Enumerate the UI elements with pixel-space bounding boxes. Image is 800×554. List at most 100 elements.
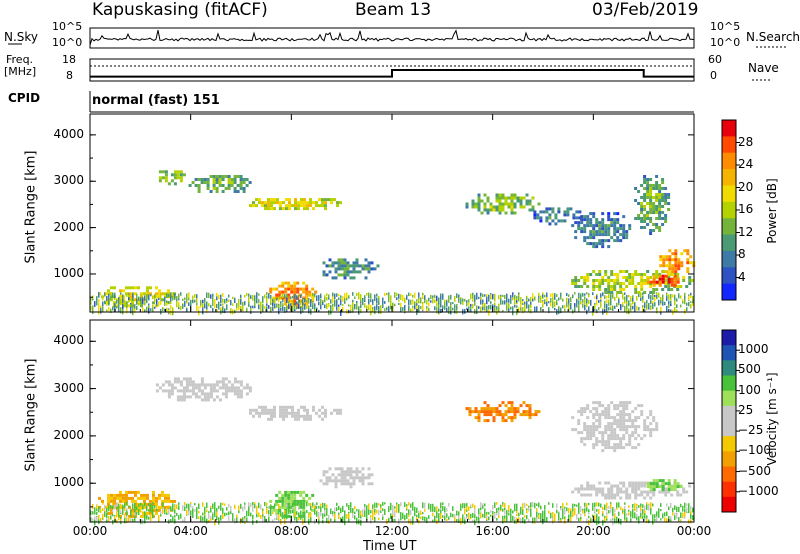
heatmap-cell xyxy=(246,510,248,517)
heatmap-cell xyxy=(508,507,510,511)
heatmap-cell xyxy=(358,513,360,519)
heatmap-cell xyxy=(344,301,346,304)
heatmap-cell xyxy=(348,517,350,523)
heatmap-cell xyxy=(522,509,524,515)
heatmap-cell xyxy=(410,509,412,516)
heatmap-cell xyxy=(150,294,152,297)
heatmap-cell xyxy=(586,224,590,228)
heatmap-cell xyxy=(486,196,490,200)
heatmap-cell xyxy=(600,293,602,298)
heatmap-cell xyxy=(682,505,684,511)
heatmap-cell xyxy=(616,502,618,508)
heatmap-cell xyxy=(472,294,474,298)
heatmap-cell xyxy=(601,245,605,249)
heatmap-cell xyxy=(322,261,326,265)
heatmap-cell xyxy=(100,509,102,514)
heatmap-cell xyxy=(583,224,587,228)
heatmap-cell xyxy=(482,293,484,298)
heatmap-cell xyxy=(370,473,374,477)
heatmap-cell xyxy=(270,414,273,418)
heatmap-cell xyxy=(137,286,140,290)
heatmap-cell xyxy=(464,298,466,302)
heatmap-cell xyxy=(604,440,608,444)
heatmap-cell xyxy=(221,377,225,381)
heatmap-cell xyxy=(640,285,644,288)
heatmap-cell xyxy=(287,514,291,518)
heatmap-cell xyxy=(308,511,312,515)
heatmap-cell xyxy=(203,386,207,390)
heatmap-cell xyxy=(598,404,602,408)
heatmap-cell xyxy=(355,467,359,471)
heatmap-cell xyxy=(586,303,588,308)
heatmap-cell xyxy=(309,198,312,202)
heatmap-cell xyxy=(306,414,309,418)
heatmap-cell xyxy=(296,281,300,285)
heatmap-cell xyxy=(613,224,617,228)
heatmap-cell xyxy=(372,302,374,306)
heatmap-cell xyxy=(190,504,192,508)
heatmap-cell xyxy=(96,516,98,522)
heatmap-cell xyxy=(500,299,502,305)
heatmap-cell xyxy=(390,507,392,511)
heatmap-cell xyxy=(596,502,598,507)
heatmap-cell xyxy=(619,233,623,237)
heatmap-cell xyxy=(574,428,578,432)
heatmap-cell xyxy=(334,476,338,480)
heatmap-cell xyxy=(312,506,314,509)
heatmap-cell xyxy=(248,389,252,393)
heatmap-cell xyxy=(320,506,322,512)
heatmap-cell xyxy=(362,298,364,302)
heatmap-cell xyxy=(558,517,560,521)
heatmap-cell xyxy=(120,519,122,522)
heatmap-cell xyxy=(632,297,634,302)
heatmap-cell xyxy=(140,301,142,305)
heatmap-cell xyxy=(284,290,288,294)
heatmap-cell xyxy=(144,511,146,516)
heatmap-cell xyxy=(220,515,222,521)
heatmap-cell xyxy=(352,513,354,518)
heatmap-cell xyxy=(344,293,346,299)
heatmap-cell xyxy=(146,289,149,293)
heatmap-cell xyxy=(158,508,161,512)
heatmap-cell xyxy=(94,507,96,511)
heatmap-cell xyxy=(488,299,490,302)
heatmap-cell xyxy=(626,513,628,517)
heatmap-cell xyxy=(658,190,662,193)
heatmap-cell xyxy=(346,503,348,507)
heatmap-cell xyxy=(510,407,514,411)
heatmap-cell xyxy=(642,305,644,310)
heatmap-cell xyxy=(624,297,626,304)
heatmap-cell xyxy=(352,470,356,474)
heatmap-cell xyxy=(601,233,605,237)
heatmap-cell xyxy=(575,210,579,214)
heatmap-cell xyxy=(538,502,540,508)
heatmap-cell xyxy=(578,300,580,305)
heatmap-cell xyxy=(170,292,172,297)
heatmap-cell xyxy=(655,270,659,273)
heatmap-cell xyxy=(628,419,632,423)
heatmap-cell xyxy=(674,270,678,274)
heatmap-cell xyxy=(410,293,412,296)
heatmap-cell xyxy=(650,510,652,513)
heatmap-cell xyxy=(239,184,243,187)
heatmap-cell xyxy=(110,515,112,520)
heatmap-cell xyxy=(664,217,668,220)
heatmap-cell xyxy=(278,296,280,300)
heatmap-cell xyxy=(144,295,146,301)
heatmap-cell xyxy=(361,473,365,477)
heatmap-cell xyxy=(514,304,516,308)
heatmap-cell xyxy=(622,236,626,240)
heatmap-cell xyxy=(360,294,362,300)
heatmap-cell xyxy=(164,308,166,312)
heatmap-cell xyxy=(398,293,400,299)
heatmap-cell xyxy=(664,220,668,223)
heatmap-cell xyxy=(144,309,146,313)
heatmap-cell xyxy=(233,389,237,393)
heatmap-cell xyxy=(402,307,404,311)
heatmap-cell xyxy=(598,224,602,228)
heatmap-cell xyxy=(276,198,279,202)
heatmap-cell xyxy=(212,389,216,393)
heatmap-cell xyxy=(278,284,282,288)
heatmap-cell xyxy=(519,199,523,203)
heatmap-cell xyxy=(227,184,231,187)
